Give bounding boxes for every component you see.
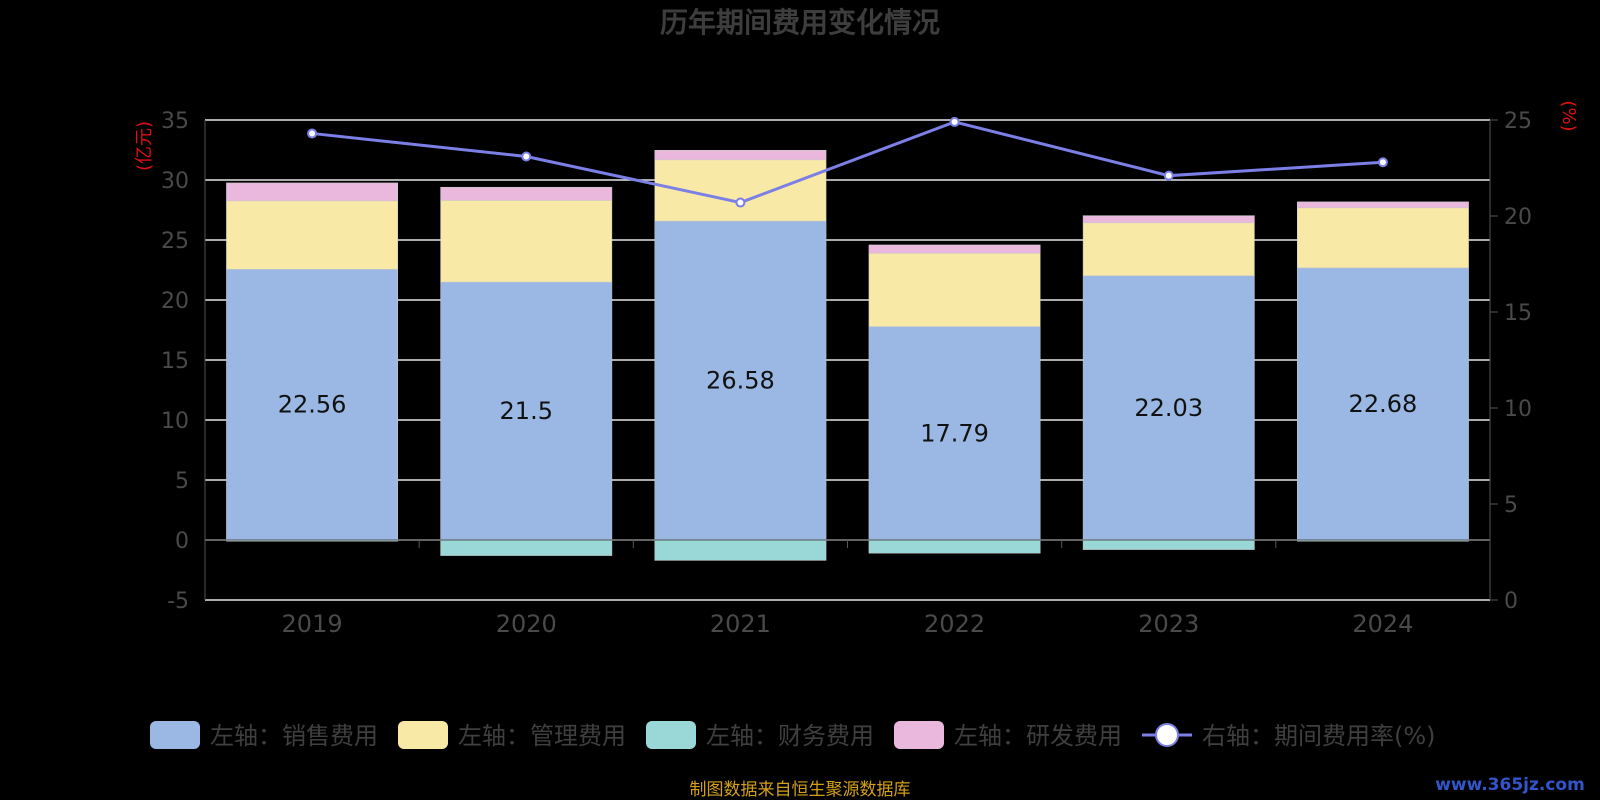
y-left-tick-label: 30 [161,169,189,194]
rate-point [1163,170,1174,181]
bar-segment [868,244,1041,254]
bar-value-label: 17.79 [920,419,989,447]
legend-swatch [398,721,448,749]
bars [226,149,1469,561]
x-tick-label: 2021 [710,610,771,638]
bar-value-label: 26.58 [706,367,775,395]
watermark: www.365jz.com [1435,775,1585,795]
rate-point [307,128,318,139]
bar-segment [226,200,398,270]
bar-segment [440,200,613,283]
rate-line [307,116,1388,208]
legend: 左轴：销售费用 左轴：管理费用 左轴：财务费用 左轴：研发费用 右轴：期间费用率(%) [150,721,1436,750]
legend-label: 左轴：财务费用 [706,722,874,750]
data-labels: 22.56 21.5 26.58 17.79 22.03 22.68 [278,367,1418,448]
y-left-tick-label: 35 [161,109,189,134]
bar-value-label: 22.56 [278,391,347,419]
x-tick-label: 2020 [496,610,557,638]
y-left-tick-label: 15 [161,349,189,374]
legend-swatch [894,721,944,749]
bar-segment [868,326,1041,541]
bar-value-label: 22.68 [1349,390,1418,418]
y-left-tick-label: 25 [161,229,189,254]
bar-segment [654,149,827,161]
y-left-tick-label: -5 [167,589,189,614]
y-right-tick-label: 20 [1504,205,1532,230]
x-tick-label: 2019 [282,610,343,638]
rate-point [1377,157,1388,168]
bar-segment [226,182,398,202]
y-right-tick-label: 25 [1504,109,1532,134]
bar-segment [1082,222,1255,276]
legend-swatch [150,721,200,749]
bar-segment [868,539,1041,554]
axes: -5 0 5 10 15 20 25 30 35 0 5 10 15 20 25 2019 2020 2021 20… [161,109,1532,638]
bar-segment [440,186,613,201]
rate-point [735,197,746,208]
y-right-tick-label: 5 [1504,493,1518,518]
chart-title: 历年期间费用变化情况 [660,6,940,39]
y-left-tick-label: 20 [161,289,189,314]
bar-value-label: 21.5 [500,397,553,425]
y-right-tick-label: 15 [1504,301,1532,326]
legend-label: 右轴：期间费用率(%) [1202,722,1436,750]
y-left-tick-label: 10 [161,409,189,434]
bar-segment [654,220,827,541]
y-left-tick-label: 0 [175,529,189,554]
rate-point [949,116,960,127]
source-note: 制图数据来自恒生聚源数据库 [690,780,911,800]
bar-segment [1297,201,1469,209]
bar-segment [1082,539,1255,550]
y-right-tick-label: 0 [1504,589,1518,614]
bar-segment [440,281,613,541]
bar-segment [868,253,1041,327]
bar-segment [440,539,613,556]
x-tick-label: 2024 [1352,610,1413,638]
right-axis-unit: (%) [1558,100,1579,131]
bar-segment [654,539,827,561]
bar-segment [1297,267,1469,541]
bar-segment [1297,207,1469,269]
legend-label: 左轴：研发费用 [954,722,1122,750]
x-tick-label: 2023 [1138,610,1199,638]
bar-segment [226,269,398,541]
rate-line-path [311,120,1384,205]
legend-label: 左轴：销售费用 [210,722,378,750]
y-right-tick-label: 10 [1504,397,1532,422]
bar-value-label: 22.03 [1134,394,1203,422]
legend-marker [1155,723,1179,747]
bar-segment [1082,215,1255,224]
bar-segment [1082,275,1255,541]
legend-swatch [646,721,696,749]
rate-point [521,151,532,162]
left-axis-unit: (亿元) [134,121,155,171]
x-tick-label: 2022 [924,610,985,638]
y-left-tick-label: 5 [175,469,189,494]
legend-label: 左轴：管理费用 [458,722,626,750]
